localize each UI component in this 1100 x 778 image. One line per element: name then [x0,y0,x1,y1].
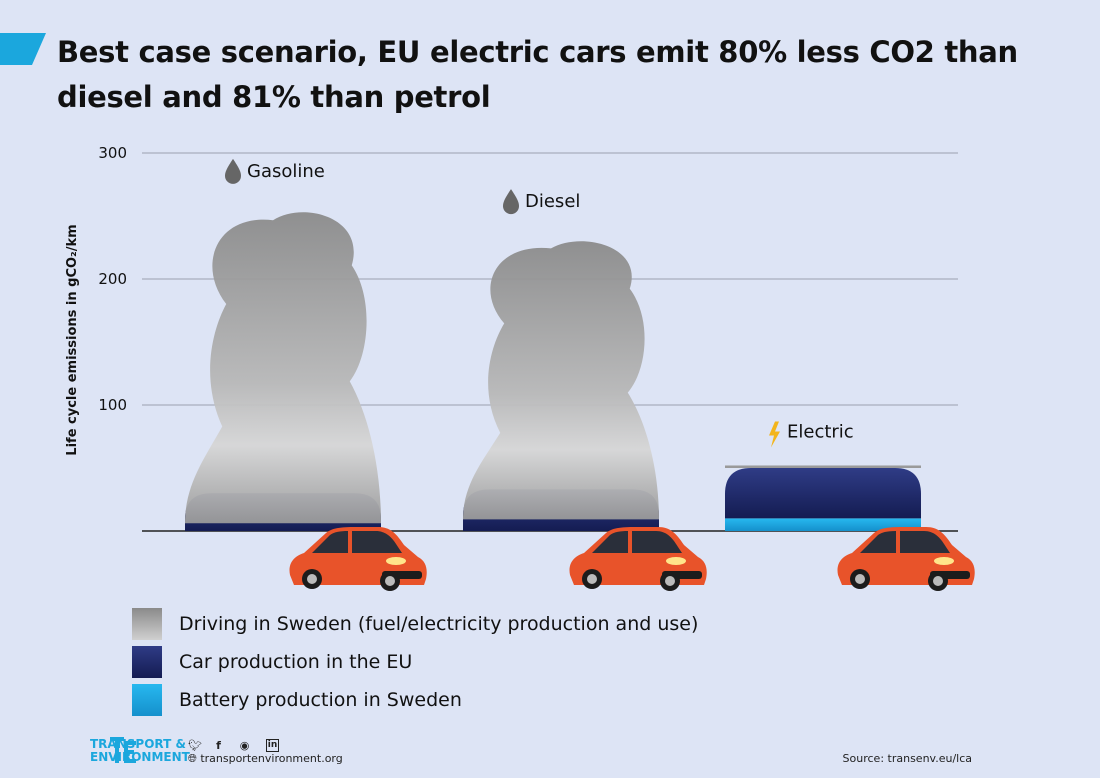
fuel-drop-icon [503,189,519,215]
fuel-drop-icon [225,158,241,184]
legend-swatch-car-production [132,646,162,678]
category-label: Diesel [525,191,580,212]
bar-segment-driving [463,241,659,520]
bar-segment-battery [725,518,921,531]
facebook-icon[interactable]: f [216,739,221,752]
website-link[interactable]: 🌐︎ transportenvironment.org [188,752,343,766]
bar-segment-driving [185,212,381,524]
page-title: Best case scenario, EU electric cars emi… [57,35,1018,114]
category-label: Gasoline [247,161,325,182]
brand-line-2: ENVIRONMENT [90,750,190,764]
te-logo-icon [110,737,136,763]
legend-item-battery-production: Battery production in Sweden [132,684,832,716]
y-tick-label: 200 [98,270,127,288]
car-icon [569,527,707,591]
source-note: Source: transenv.eu/lca [842,752,972,765]
bars [185,212,921,531]
bar-segment-car-production [725,468,921,519]
legend-label-car-production: Car production in the EU [179,651,413,673]
legend-swatch-driving [132,608,162,640]
globe-icon: 🌐︎ [188,752,197,765]
legend-item-driving: Driving in Sweden (fuel/electricity prod… [132,608,832,640]
brand-line-1: TRANSPORT & [90,737,186,751]
car-icon [837,527,975,591]
cars [289,527,975,591]
header-accent-shape [0,33,46,65]
bar-segment-driving [725,465,921,468]
twitter-icon[interactable]: 🐦︎ [188,739,202,752]
linkedin-icon[interactable]: in [266,739,279,752]
legend-label-driving: Driving in Sweden (fuel/electricity prod… [179,613,699,635]
emissions-chart: 100 200 300 Gasoline Diesel Electric Life cy… [65,144,975,591]
lightning-icon [769,421,780,448]
legend-label-battery-production: Battery production in Sweden [179,689,462,711]
legend-swatch-battery-production [132,684,162,716]
y-axis-label: Life cycle emissions in gCO₂/km [65,224,80,455]
category-label: Electric [787,421,854,442]
y-tick-label: 300 [98,144,127,162]
website-text: transportenvironment.org [200,752,343,765]
instagram-icon[interactable]: ◉ [239,739,250,752]
y-tick-label: 100 [98,396,127,414]
car-icon [289,527,427,591]
legend-item-car-production: Car production in the EU [132,646,832,678]
brand-name: TRANSPORT & ENVIRONMENT [90,738,190,764]
category-labels: Gasoline Diesel Electric [225,158,854,448]
